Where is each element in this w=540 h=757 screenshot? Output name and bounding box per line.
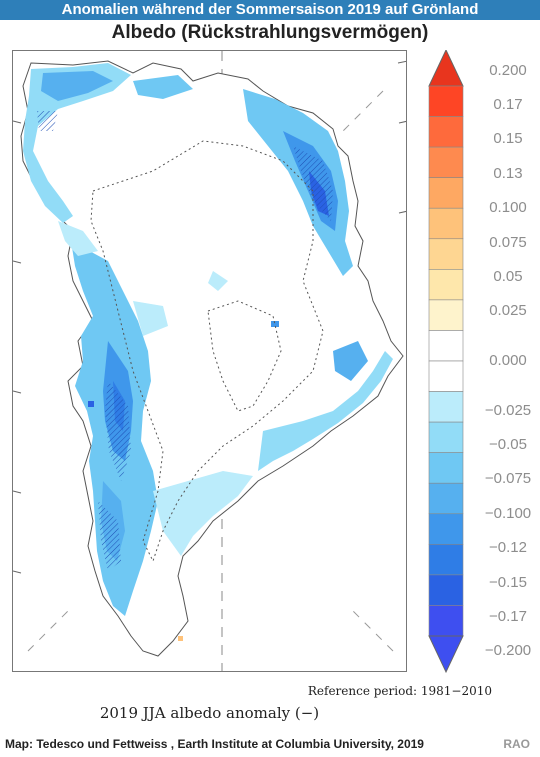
colorbar: 0.200 0.17 0.15 0.13 0.100 0.075 0.05 0.025 0.00… (425, 50, 540, 675)
colorbar-bin (428, 605, 464, 637)
colorbar-tick-label: −0.100 (484, 504, 532, 522)
colorbar-bin (428, 85, 464, 117)
colorbar-tick-label: 0.200 (489, 61, 527, 79)
colorbar-bin (428, 177, 464, 209)
colorbar-tick-label: 0.025 (489, 302, 527, 320)
colorbar-bin (428, 544, 464, 576)
reference-period: Reference period: 1981−2010 (307, 684, 492, 698)
colorbar-bin (428, 330, 464, 362)
colorbar-tick-label: 0.17 (493, 96, 523, 114)
colorbar-bin (428, 269, 464, 301)
colorbar-svg (428, 50, 464, 674)
map-credit: Map: Tedesco und Fettweiss , Earth Insti… (5, 737, 424, 751)
colorbar-tick-label: −0.17 (489, 607, 527, 625)
colorbar-bin (428, 299, 464, 331)
frame-ticks (13, 60, 406, 574)
colorbar-bin (428, 482, 464, 515)
colorbar-bin (428, 116, 464, 148)
colorbar-min-triangle (428, 635, 464, 674)
colorbar-bin (428, 146, 464, 178)
colorbar-tick-label: −0.075 (484, 470, 532, 488)
colorbar-tick-label: −0.05 (489, 436, 527, 454)
colorbar-tick-label: 0.15 (493, 130, 523, 148)
colorbar-tick-label: −0.025 (484, 401, 532, 419)
colorbar-bin (428, 421, 464, 453)
colorbar-tick-label: −0.12 (489, 539, 527, 557)
inner-contour (207, 300, 282, 412)
map-subtitle: Albedo (Rückstrahlungsvermögen) (111, 22, 429, 43)
colorbar-tick-label: 0.075 (489, 233, 527, 251)
colorbar-bin (428, 391, 464, 423)
greenland-map (13, 51, 406, 671)
colorbar-xlabel: 2019 JJA albedo anomaly (−) (99, 704, 320, 722)
albedo-anomaly-field (23, 63, 393, 641)
colorbar-tick-label: 0.000 (489, 352, 527, 369)
colorbar-tick-label: −0.15 (489, 573, 527, 591)
colorbar-tick-label: 0.05 (493, 267, 523, 285)
colorbar-bin (428, 574, 464, 606)
colorbar-max-triangle (428, 50, 464, 87)
colorbar-tick-label: 0.100 (489, 199, 527, 217)
rao-logo: RAO (503, 737, 530, 751)
banner-title: Anomalien während der Sommersaison 2019 … (0, 0, 540, 20)
colorbar-bin (428, 238, 464, 270)
colorbar-tick-label: 0.13 (493, 164, 523, 182)
colorbar-bin (428, 513, 464, 545)
map-frame (12, 50, 407, 672)
colorbar-bin (428, 452, 464, 484)
ice-sheet-contour (90, 140, 324, 563)
colorbar-bin (428, 360, 464, 392)
colorbar-tick-label: −0.200 (484, 642, 532, 660)
colorbar-bin (428, 207, 464, 240)
